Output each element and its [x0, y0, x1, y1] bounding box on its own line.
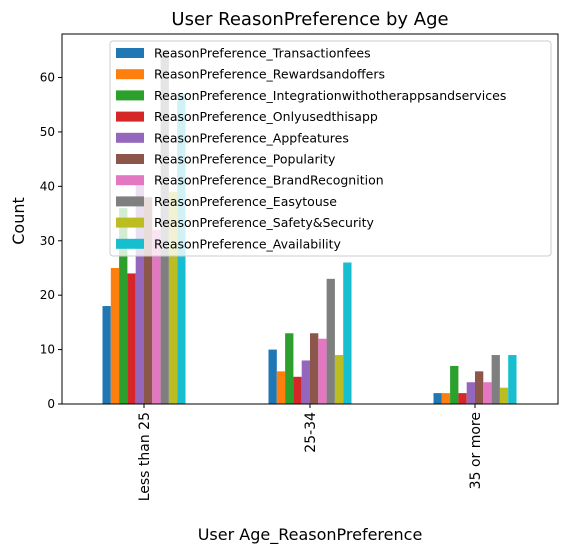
bar [499, 387, 509, 404]
x-tick-label: 35 or more [468, 412, 484, 489]
bar [276, 371, 286, 404]
bar [475, 371, 484, 404]
bar [144, 197, 153, 404]
bar [301, 360, 310, 404]
legend-entry: ReasonPreference_Appfeatures [154, 130, 349, 145]
legend-entry: ReasonPreference_Popularity [154, 152, 336, 167]
y-tick-label: 60 [40, 71, 55, 85]
y-tick-label: 20 [40, 288, 55, 302]
bar [110, 267, 120, 404]
legend-entry: ReasonPreference_Rewardsandoffers [154, 67, 385, 82]
bar [127, 273, 136, 404]
chart-title: User ReasonPreference by Age [171, 9, 448, 30]
legend-swatch [116, 196, 144, 207]
bar [491, 355, 500, 404]
legend-entry: ReasonPreference_BrandRecognition [154, 173, 384, 188]
legend-swatch [116, 175, 144, 186]
bar [326, 278, 335, 404]
bar [458, 393, 467, 404]
bar [268, 349, 277, 404]
bar [285, 333, 294, 404]
legend-entry: ReasonPreference_Transactionfees [154, 46, 371, 61]
bar [343, 262, 352, 404]
legend-swatch [116, 154, 144, 164]
bar [508, 355, 517, 404]
bar [168, 191, 178, 404]
legend-swatch [116, 69, 144, 80]
bar [334, 355, 344, 404]
x-tick-label: Less than 25 [137, 412, 153, 501]
legend-entry: ReasonPreference_Easytouse [154, 194, 337, 209]
bar [450, 365, 459, 404]
y-tick-label: 50 [40, 125, 55, 139]
legend-entry: ReasonPreference_Integrationwithotherapp… [154, 88, 506, 103]
bar [152, 229, 161, 404]
bar [433, 393, 442, 404]
bar [310, 333, 319, 404]
y-tick-label: 0 [47, 397, 55, 411]
bar [102, 306, 111, 404]
bar [483, 382, 492, 404]
legend-box [109, 40, 552, 257]
bar [466, 382, 475, 404]
bar [441, 393, 451, 404]
bar [318, 338, 327, 404]
y-tick-label: 40 [40, 179, 55, 193]
legend-entry: ReasonPreference_Safety&Security [154, 215, 374, 230]
legend-swatch [116, 238, 144, 249]
bar [119, 208, 128, 404]
y-tick-label: 10 [40, 343, 55, 357]
legend-swatch [116, 48, 144, 58]
y-axis-label: Count [9, 197, 28, 245]
legend-swatch [116, 111, 144, 122]
legend-swatch [116, 132, 144, 143]
x-tick-label: 25-34 [303, 412, 319, 453]
legend-entry: ReasonPreference_Availability [154, 236, 342, 251]
legend-entry: ReasonPreference_Onlyusedthisapp [154, 109, 378, 124]
bar [293, 376, 302, 404]
legend-swatch [116, 217, 144, 228]
bar [135, 180, 144, 404]
legend-swatch [116, 90, 144, 101]
x-axis-label: User Age_ReasonPreference [198, 525, 423, 545]
y-tick-label: 30 [40, 234, 55, 248]
